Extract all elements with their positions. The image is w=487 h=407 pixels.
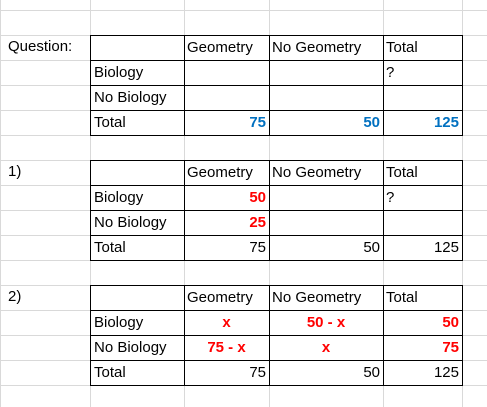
cell-biology-no-geometry[interactable] <box>269 185 384 210</box>
row-label-biology[interactable]: Biology <box>90 185 185 210</box>
cell-total-no-geometry[interactable]: 50 <box>269 110 384 136</box>
header-blank-cell[interactable] <box>90 285 185 310</box>
row-label-total[interactable]: Total <box>90 235 185 261</box>
cell-total-total[interactable]: 125 <box>383 360 463 386</box>
cell-no-biology-geometry[interactable]: 75 - x <box>184 335 270 360</box>
header-no-geometry[interactable]: No Geometry <box>269 35 384 60</box>
cell-no-biology-no-geometry[interactable] <box>269 210 384 235</box>
cell-no-biology-geometry[interactable] <box>184 85 270 110</box>
cell-no-biology-total[interactable] <box>383 85 463 110</box>
header-total[interactable]: Total <box>383 35 463 60</box>
cell-biology-geometry[interactable]: x <box>184 310 270 335</box>
cell-biology-total[interactable]: ? <box>383 60 463 85</box>
section-label[interactable]: 2) <box>8 288 22 305</box>
header-geometry[interactable]: Geometry <box>184 285 270 310</box>
cell-no-biology-total[interactable] <box>383 210 463 235</box>
row-label-no-biology[interactable]: No Biology <box>90 85 185 110</box>
cell-no-biology-geometry[interactable]: 25 <box>184 210 270 235</box>
cell-total-total[interactable]: 125 <box>383 110 463 136</box>
row-label-no-biology[interactable]: No Biology <box>90 335 185 360</box>
cell-biology-total[interactable]: 50 <box>383 310 463 335</box>
row-label-total[interactable]: Total <box>90 110 185 136</box>
header-total[interactable]: Total <box>383 285 463 310</box>
row-label-biology[interactable]: Biology <box>90 60 185 85</box>
cell-total-geometry[interactable]: 75 <box>184 110 270 136</box>
row-label-total[interactable]: Total <box>90 360 185 386</box>
row-label-no-biology[interactable]: No Biology <box>90 210 185 235</box>
cell-no-biology-no-geometry[interactable] <box>269 85 384 110</box>
header-geometry[interactable]: Geometry <box>184 160 270 185</box>
cell-biology-no-geometry[interactable]: 50 - x <box>269 310 384 335</box>
header-geometry[interactable]: Geometry <box>184 35 270 60</box>
cell-total-no-geometry[interactable]: 50 <box>269 360 384 386</box>
cell-total-geometry[interactable]: 75 <box>184 360 270 386</box>
section-label[interactable]: 1) <box>8 163 22 180</box>
section-label[interactable]: Question: <box>8 38 73 55</box>
header-blank-cell[interactable] <box>90 160 185 185</box>
cell-total-total[interactable]: 125 <box>383 235 463 261</box>
header-total[interactable]: Total <box>383 160 463 185</box>
cell-biology-total[interactable]: ? <box>383 185 463 210</box>
row-label-biology[interactable]: Biology <box>90 310 185 335</box>
header-blank-cell[interactable] <box>90 35 185 60</box>
cell-total-no-geometry[interactable]: 50 <box>269 235 384 261</box>
cell-biology-no-geometry[interactable] <box>269 60 384 85</box>
cell-no-biology-total[interactable]: 75 <box>383 335 463 360</box>
header-no-geometry[interactable]: No Geometry <box>269 160 384 185</box>
cell-biology-geometry[interactable]: 50 <box>184 185 270 210</box>
cell-biology-geometry[interactable] <box>184 60 270 85</box>
header-no-geometry[interactable]: No Geometry <box>269 285 384 310</box>
cell-no-biology-no-geometry[interactable]: x <box>269 335 384 360</box>
cell-total-geometry[interactable]: 75 <box>184 235 270 261</box>
